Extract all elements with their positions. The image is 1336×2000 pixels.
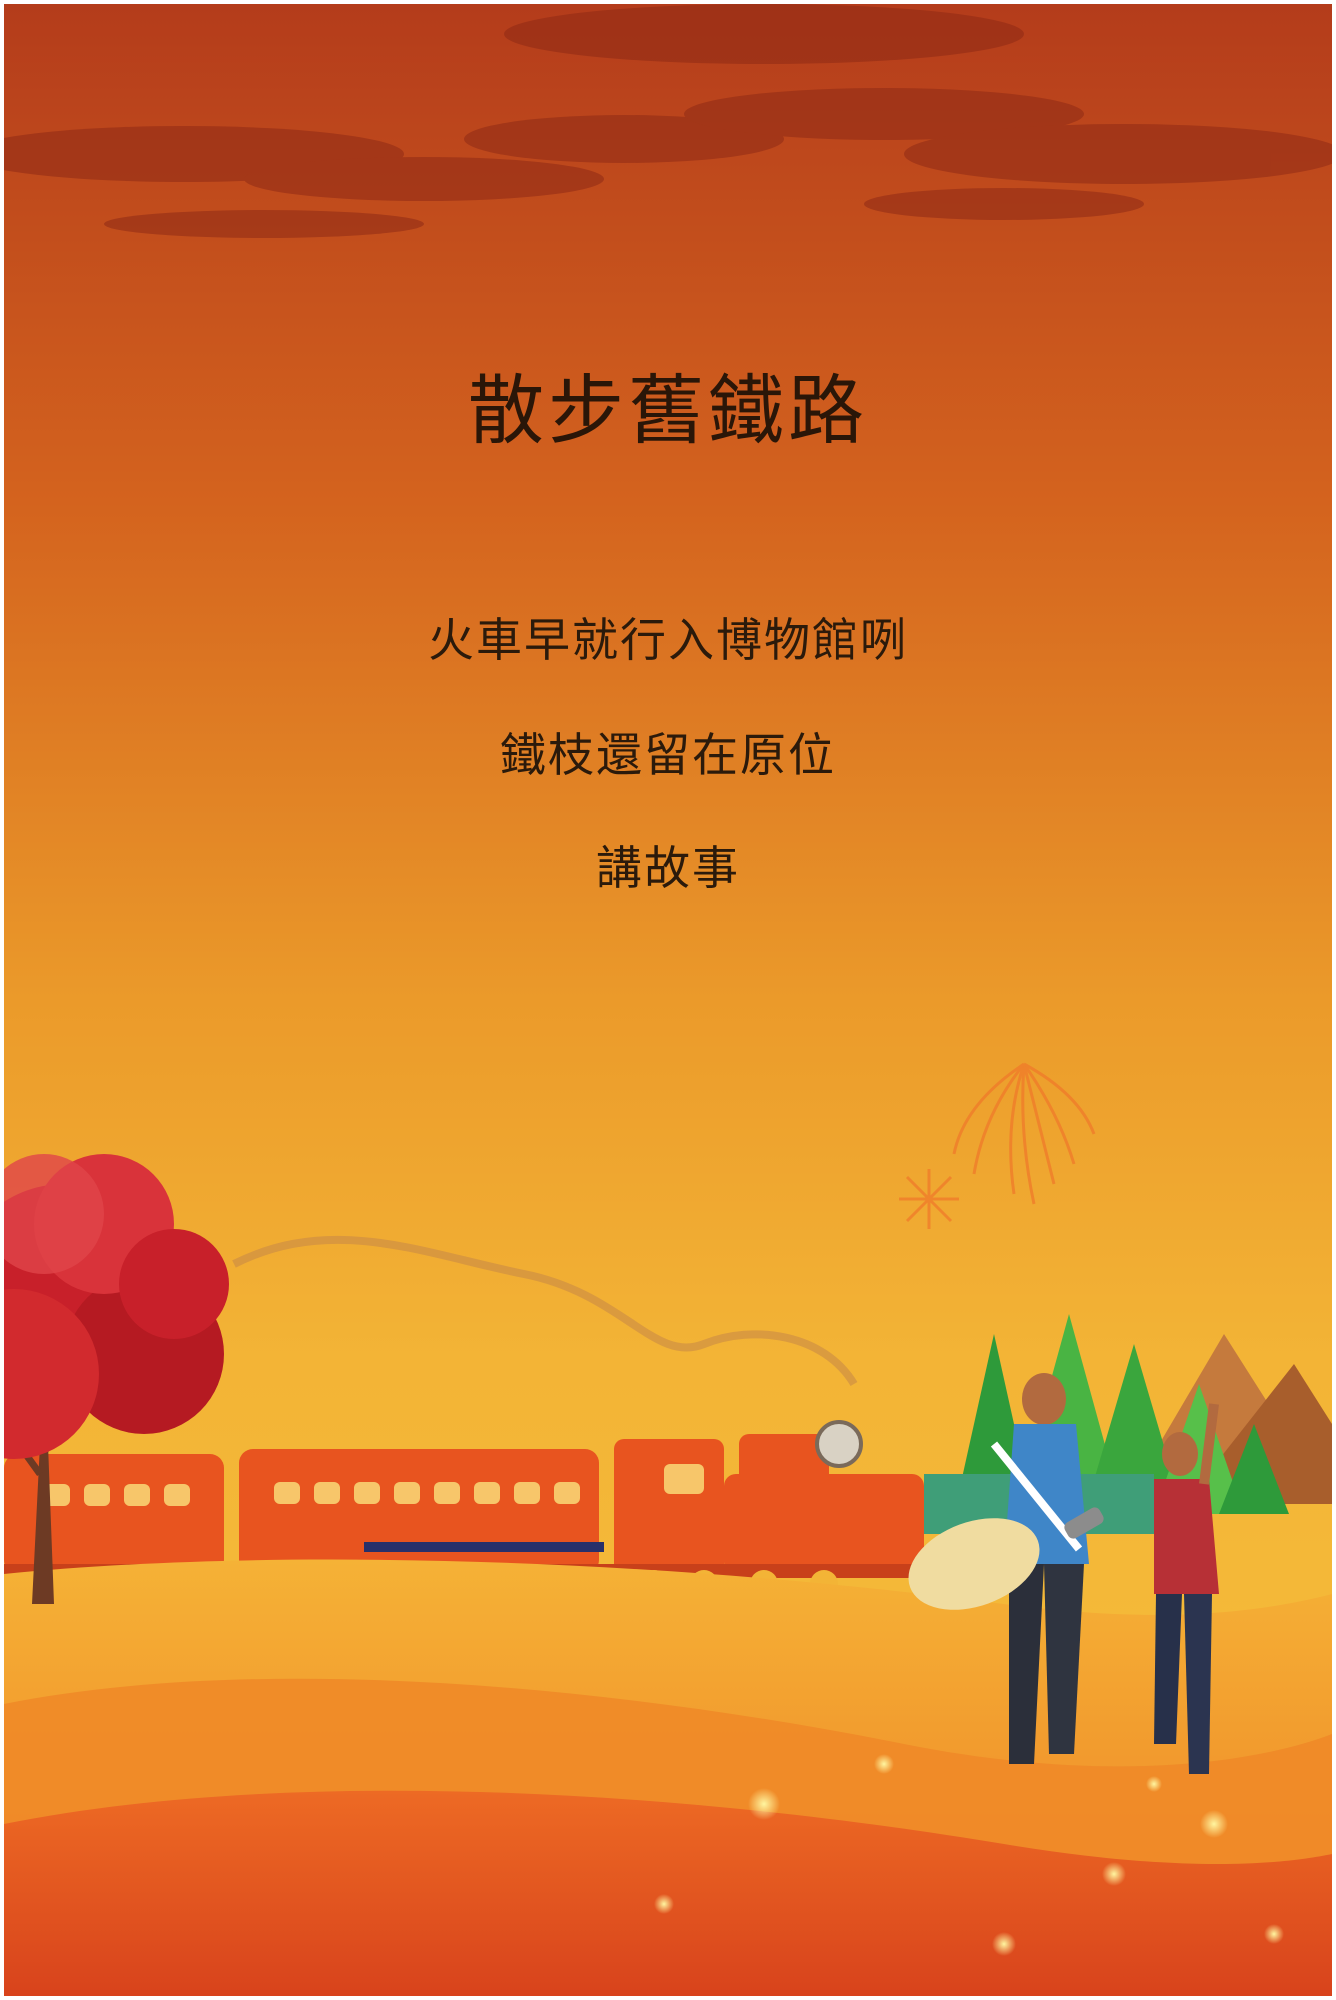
- poem-line-2: 鐵枝還留在原位: [500, 728, 836, 782]
- background-illustration: [4, 4, 1332, 1996]
- clouds-illustration: [4, 4, 1332, 238]
- fireworks-illustration: [899, 1062, 1096, 1229]
- poem-line-1: 火車早就行入博物館咧: [428, 613, 908, 667]
- poem-text: 散步舊鐵路 火車早就行入博物館咧 鐵枝還留在原位 講故事: [4, 4, 1332, 904]
- sparkles: [654, 1754, 1284, 1956]
- poster: 散步舊鐵路 火車早就行入博物館咧 鐵枝還留在原位 講故事: [4, 4, 1332, 1996]
- steam-smoke: [232, 1235, 858, 1387]
- poem-line-3: 講故事: [596, 841, 740, 895]
- walking-couple-illustration: [908, 1373, 1219, 1774]
- red-tree-illustration: [4, 1154, 229, 1604]
- poem-title: 散步舊鐵路: [468, 366, 868, 455]
